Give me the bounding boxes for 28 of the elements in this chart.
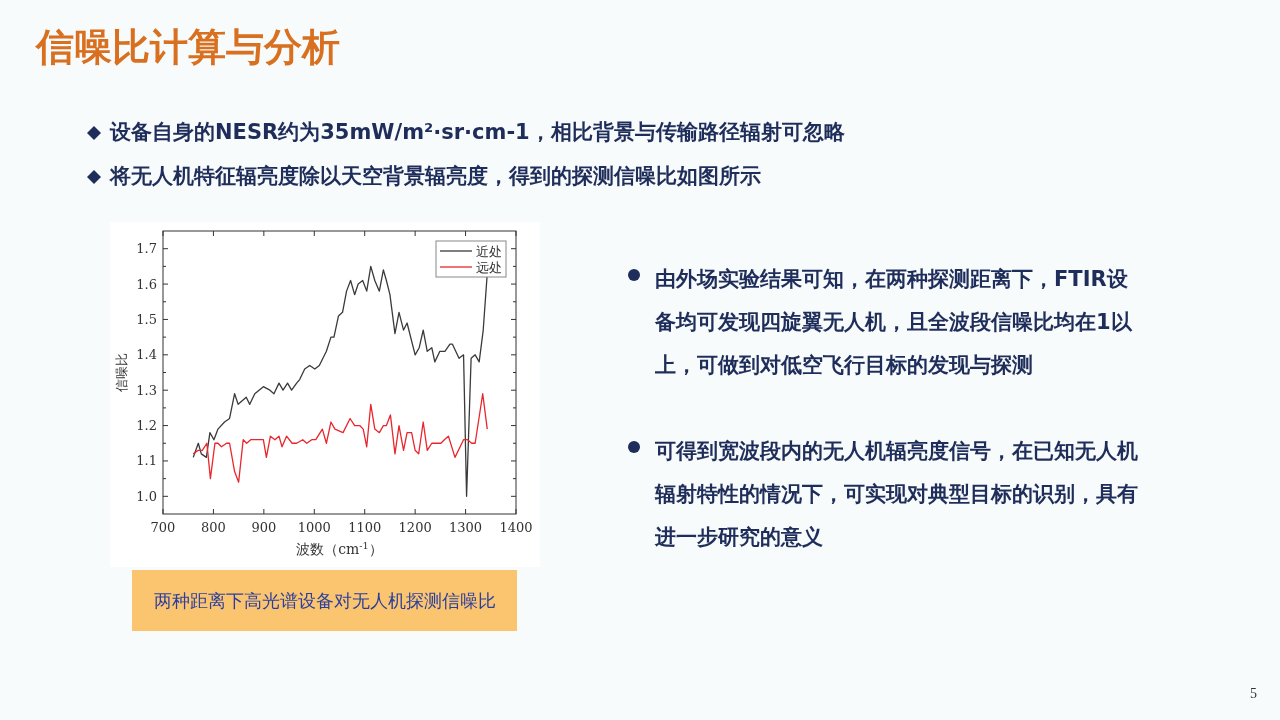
y-tick-label: 1.6 [136, 276, 157, 292]
x-axis-title: 波数（cm$^{-1}$） [296, 539, 383, 557]
y-tick-label: 1.7 [136, 241, 157, 257]
x-tick-label: 1100 [348, 520, 382, 535]
x-tick-label: 1300 [449, 520, 483, 535]
x-tick-label: 1400 [499, 520, 533, 535]
y-tick-label: 1.1 [136, 453, 157, 469]
chart-title: 信噪比计算与分析 [36, 24, 340, 71]
line-series [192, 393, 488, 483]
legend-label: 远处 [476, 259, 502, 275]
y-tick-label: 1.5 [136, 311, 157, 327]
text: 将无人机特征辐亮度除以天空背景辐亮度，得到的探测信噪比如图所示 [110, 163, 761, 190]
text: 5 [1250, 686, 1257, 702]
x-tick-label: 700 [150, 520, 176, 535]
y-tick-label: 1.0 [136, 488, 157, 504]
y-tick-label: 1.3 [136, 382, 157, 398]
text: 由外场实验结果可知，在两种探测距离下，FTIR设备均可发现四旋翼无人机，且全波段信噪比均在1以上，可做到对低空飞行目标的发现与探测 [655, 266, 1133, 379]
y-axis-title: 信噪比 [114, 353, 129, 392]
y-tick-label: 1.4 [136, 347, 157, 363]
text: 设备自身的NESR约为35mW/m²·sr·cm-1，相比背景与传输路径辐射可忽略 [110, 119, 845, 146]
text: 可得到宽波段内的无人机辐亮度信号，在已知无人机辐射特性的情况下，可实现对典型目标的识别，具有进一步研究的意义 [655, 438, 1139, 551]
legend-label: 近处 [476, 243, 502, 259]
text: 两种距离下高光谱设备对无人机探测信噪比 [132, 570, 517, 631]
x-tick-label: 800 [201, 520, 226, 535]
x-tick-label: 900 [251, 520, 277, 535]
x-tick-label: 1000 [297, 520, 331, 535]
y-tick-label: 1.2 [136, 418, 157, 434]
x-tick-label: 1200 [398, 520, 432, 535]
